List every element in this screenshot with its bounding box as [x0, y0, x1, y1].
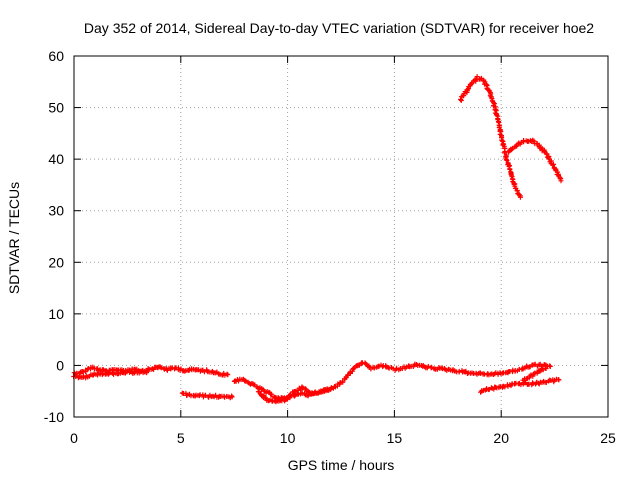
data-point-plus: [157, 364, 163, 370]
x-tick-label: 25: [600, 430, 616, 446]
data-point-plus: [224, 371, 230, 377]
data-point-plus: [458, 96, 464, 102]
x-tick-label: 15: [387, 430, 403, 446]
data-point-plus: [321, 388, 327, 394]
data-point-plus: [531, 138, 537, 144]
y-tick-label: -10: [44, 409, 64, 425]
grid-lines: [74, 56, 608, 417]
x-tick-label: 0: [70, 430, 78, 446]
x-axis-ticks: 0 5 10 15 20 25: [70, 56, 616, 446]
y-tick-label: 0: [56, 357, 64, 373]
y-tick-label: 30: [48, 203, 64, 219]
data-point-plus: [558, 178, 564, 184]
data-point-plus: [95, 372, 101, 378]
x-tick-label: 10: [280, 430, 296, 446]
x-tick-label: 20: [493, 430, 509, 446]
data-point-plus: [225, 372, 231, 378]
y-tick-label: 40: [48, 151, 64, 167]
y-tick-label: 20: [48, 254, 64, 270]
data-point-plus: [556, 377, 562, 383]
data-point-plus: [203, 392, 208, 398]
y-axis-label: SDTVAR / TECUs: [6, 182, 22, 294]
chart-title: Day 352 of 2014, Sidereal Day-to-day VTE…: [84, 20, 594, 36]
plot-border: [73, 55, 609, 418]
data-point-plus: [158, 365, 164, 371]
data-point-plus: [350, 366, 356, 372]
data-point-plus: [547, 363, 553, 369]
data-point-plus: [192, 393, 198, 399]
data-series-hoe2: [71, 74, 564, 405]
data-point-plus: [196, 393, 202, 399]
data-point-plus: [517, 194, 523, 200]
data-point-plus: [425, 363, 431, 369]
data-point-plus: [547, 363, 553, 369]
y-tick-label: 50: [48, 100, 64, 116]
data-point-plus: [229, 394, 235, 400]
y-tick-label: 60: [48, 48, 64, 64]
data-point-plus: [551, 161, 556, 167]
data-point-plus: [327, 386, 333, 392]
data-point-plus: [506, 163, 512, 169]
data-point-plus: [144, 370, 150, 376]
x-tick-label: 5: [177, 430, 185, 446]
data-point-plus: [507, 166, 513, 172]
y-axis-ticks: -10 0 10 20 30 40 50 60: [44, 48, 608, 425]
x-axis-label: GPS time / hours: [288, 457, 395, 473]
y-tick-label: 10: [48, 306, 64, 322]
data-point-plus: [465, 86, 471, 92]
data-point-plus: [473, 77, 479, 83]
data-point-plus: [543, 366, 549, 372]
